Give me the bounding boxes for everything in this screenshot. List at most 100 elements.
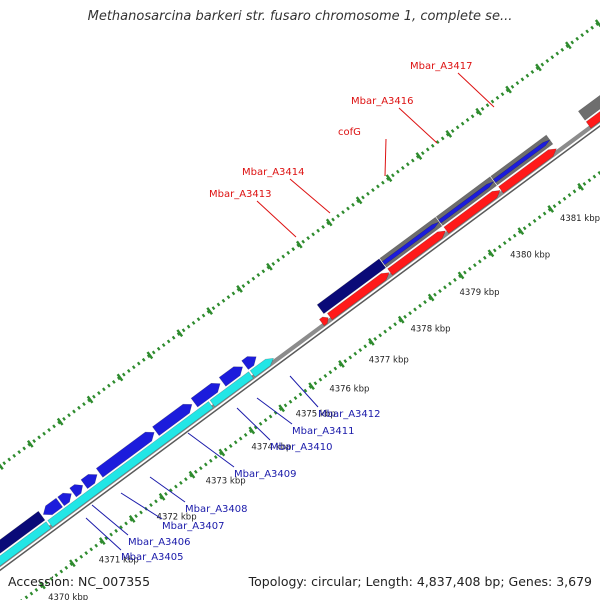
tick-dot bbox=[266, 265, 271, 270]
tick-dot bbox=[238, 436, 243, 441]
tick-dot bbox=[545, 58, 550, 63]
gene-label[interactable]: cofG bbox=[338, 127, 361, 138]
gene-forward[interactable] bbox=[218, 366, 243, 387]
label-leader bbox=[457, 72, 495, 108]
tick-dot bbox=[208, 458, 213, 463]
gene-forward[interactable] bbox=[241, 356, 257, 370]
tick-dot bbox=[505, 88, 510, 93]
label-leader bbox=[384, 138, 387, 177]
gene-reverse[interactable] bbox=[443, 190, 501, 234]
gene-label[interactable]: Mbar_A3417 bbox=[410, 61, 473, 72]
kbp-label: 4370 kbp bbox=[48, 593, 88, 600]
tick-dot bbox=[49, 576, 54, 581]
gene-label[interactable]: Mbar_A3410 bbox=[270, 442, 333, 453]
gene-reverse[interactable] bbox=[326, 272, 390, 321]
tick-dot bbox=[535, 66, 540, 71]
gene-forward[interactable] bbox=[95, 431, 155, 478]
gene-label[interactable]: Mbar_A3406 bbox=[128, 537, 191, 548]
gene-label[interactable]: Mbar_A3409 bbox=[234, 469, 297, 480]
tick-dot bbox=[136, 361, 141, 366]
tick-dot bbox=[443, 285, 447, 290]
major-tick bbox=[248, 426, 256, 435]
gene-label[interactable]: Mbar_A3416 bbox=[351, 96, 414, 107]
tick-dot bbox=[179, 480, 183, 485]
gene-reverse[interactable] bbox=[585, 101, 600, 129]
tick-dot bbox=[154, 499, 158, 504]
tick-dot bbox=[69, 562, 74, 567]
tick-dot bbox=[580, 33, 585, 38]
major-tick bbox=[385, 174, 393, 183]
gene-label[interactable]: Mbar_A3405 bbox=[121, 552, 184, 563]
gene-cyan[interactable] bbox=[249, 357, 274, 378]
gene-forward[interactable] bbox=[492, 139, 551, 184]
tick-dot bbox=[37, 435, 41, 440]
tick-dot bbox=[263, 418, 268, 423]
tick-dot bbox=[198, 466, 203, 471]
tick-dot bbox=[592, 174, 597, 179]
gene-label[interactable]: Mbar_A3412 bbox=[318, 409, 381, 420]
tick-dot bbox=[386, 177, 390, 181]
tick-dot bbox=[510, 84, 515, 89]
tick-dot bbox=[423, 300, 427, 305]
tick-dot bbox=[567, 193, 572, 198]
gene-label[interactable]: Mbar_A3411 bbox=[292, 426, 355, 437]
gene-label[interactable]: Mbar_A3408 bbox=[185, 504, 248, 515]
tick-dot bbox=[517, 230, 522, 234]
gene-forward[interactable] bbox=[152, 403, 193, 437]
tick-dot bbox=[44, 580, 49, 585]
gene-forward[interactable] bbox=[190, 382, 221, 408]
tick-dot bbox=[196, 317, 201, 322]
tick-dot bbox=[246, 280, 251, 285]
gene-cyan[interactable] bbox=[209, 371, 254, 408]
tick-dot bbox=[139, 510, 143, 515]
tick-dot bbox=[391, 173, 395, 178]
tick-dot bbox=[181, 328, 186, 333]
major-tick bbox=[236, 284, 243, 293]
tick-dot bbox=[316, 228, 320, 233]
label-leader bbox=[256, 200, 297, 238]
gene-cyan[interactable] bbox=[0, 521, 52, 599]
gene-cyan[interactable] bbox=[47, 401, 214, 528]
tick-dot bbox=[87, 398, 91, 403]
tick-dot bbox=[191, 320, 196, 325]
tick-dot bbox=[463, 270, 467, 275]
major-tick bbox=[206, 307, 213, 315]
tick-dot bbox=[74, 558, 79, 563]
gene-reverse[interactable] bbox=[318, 316, 329, 327]
gene-forward[interactable] bbox=[0, 510, 46, 590]
tick-dot bbox=[64, 565, 69, 570]
tick-dot bbox=[288, 399, 293, 404]
tick-dot bbox=[216, 302, 221, 307]
major-tick bbox=[218, 448, 226, 457]
gene-forward[interactable] bbox=[381, 221, 440, 266]
gene-forward[interactable] bbox=[80, 474, 98, 490]
gene-forward[interactable] bbox=[57, 492, 72, 507]
tick-dot bbox=[253, 425, 258, 430]
tick-dot bbox=[428, 296, 432, 301]
gene-forward-outer[interactable] bbox=[316, 258, 387, 315]
gene-forward[interactable] bbox=[438, 180, 495, 224]
tick-dot bbox=[228, 444, 233, 448]
gene-label[interactable]: Mbar_A3414 bbox=[242, 167, 305, 178]
tick-dot bbox=[211, 306, 216, 311]
gene-forward[interactable] bbox=[69, 484, 84, 498]
tick-dot bbox=[223, 447, 228, 452]
gene-forward-outer[interactable] bbox=[577, 91, 600, 121]
label-leader bbox=[289, 178, 331, 214]
gene-reverse[interactable] bbox=[498, 148, 557, 194]
tick-dot bbox=[318, 377, 323, 382]
tick-dot bbox=[82, 402, 86, 407]
gene-forward[interactable] bbox=[42, 497, 64, 516]
tick-dot bbox=[470, 114, 475, 119]
gene-reverse[interactable] bbox=[387, 230, 446, 276]
tick-dot bbox=[547, 207, 552, 212]
gene-label[interactable]: Mbar_A3413 bbox=[209, 189, 272, 200]
gene-label[interactable]: Mbar_A3407 bbox=[162, 521, 225, 532]
tick-dot bbox=[532, 218, 537, 223]
tick-dot bbox=[477, 259, 482, 264]
summary-text: Topology: circular; Length: 4,837,408 bp… bbox=[248, 574, 592, 589]
tick-dot bbox=[348, 355, 353, 360]
tick-dot bbox=[296, 243, 301, 248]
tick-dot bbox=[54, 573, 59, 578]
